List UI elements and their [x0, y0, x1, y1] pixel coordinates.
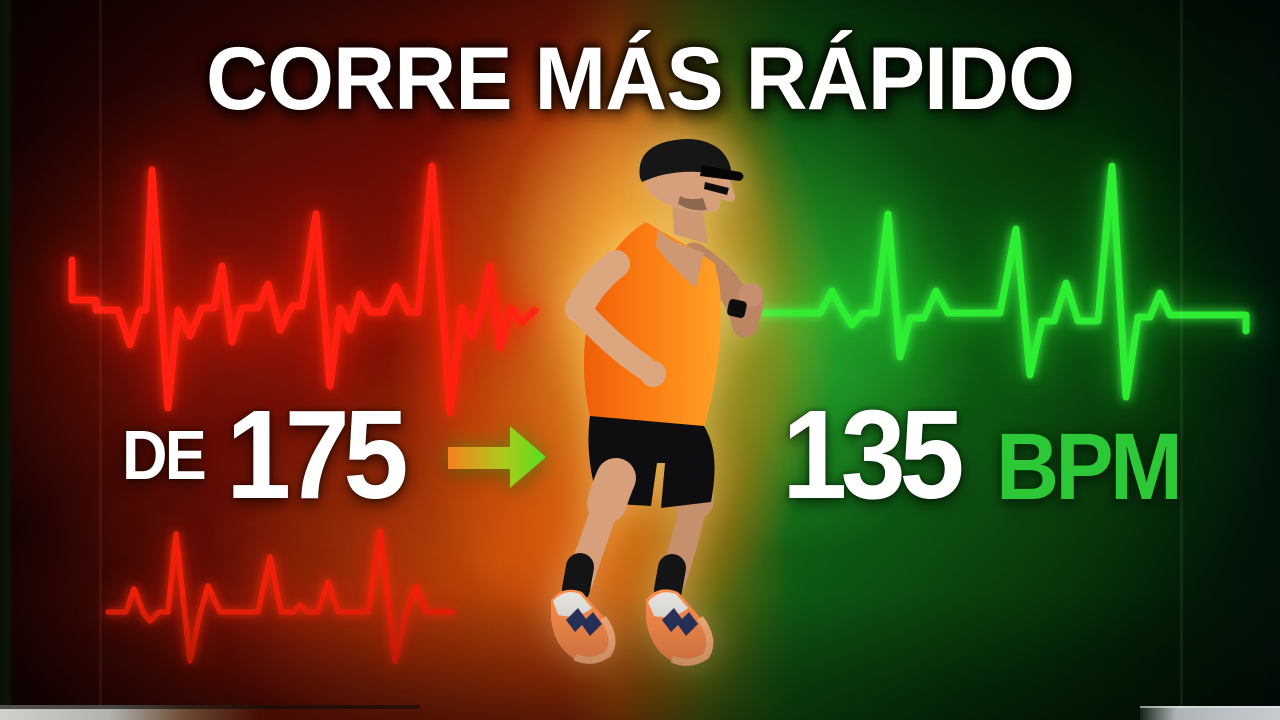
runner-near-sock	[562, 553, 594, 603]
page-title: CORRE MÁS RÁPIDO	[206, 29, 1075, 129]
runner-far-sock	[654, 554, 686, 604]
right-seam	[1180, 0, 1183, 720]
runner-near-hand	[640, 361, 666, 387]
unit-label: BPM	[996, 414, 1183, 520]
bottom-right-floor-strip	[1140, 706, 1280, 720]
right-arrow-icon	[448, 426, 546, 488]
bottom-left-floor-strip	[0, 705, 420, 720]
left-seam	[99, 0, 102, 720]
from-value: 175	[226, 384, 409, 525]
left-edge-strip	[0, 0, 14, 720]
from-label: DE	[122, 416, 207, 494]
to-value: 135	[782, 384, 965, 525]
